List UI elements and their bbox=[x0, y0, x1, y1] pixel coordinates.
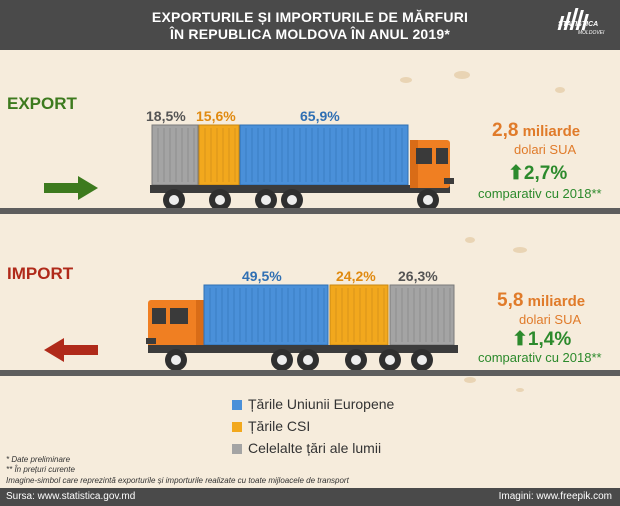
note-preliminary: * Date preliminare bbox=[6, 455, 71, 464]
legend-swatch-other bbox=[232, 444, 242, 454]
export-share-cis: 15,6% bbox=[196, 108, 236, 124]
export-comparison: comparativ cu 2018** bbox=[478, 186, 602, 201]
decorative-pebbles bbox=[400, 71, 565, 392]
legend-label-cis: Țările CSI bbox=[248, 418, 311, 434]
page-title-line2: ÎN REPUBLICA MOLDOVA ÎN ANUL 2019* bbox=[169, 26, 451, 42]
import-growth: ⬆1,4% bbox=[512, 328, 571, 351]
import-amount-value: 5,8 bbox=[497, 290, 524, 311]
import-growth-value: 1,4% bbox=[527, 329, 572, 350]
legend-swatch-eu bbox=[232, 400, 242, 410]
logo-bars-icon bbox=[557, 8, 589, 30]
import-share-eu: 49,5% bbox=[242, 268, 282, 284]
note-current-prices: ** În prețuri curente bbox=[6, 465, 75, 474]
import-amount-unit: miliarde bbox=[527, 293, 586, 310]
import-share-other: 26,3% bbox=[398, 268, 438, 284]
export-label: EXPORT bbox=[7, 94, 77, 113]
export-truck bbox=[150, 124, 454, 211]
export-currency: dolari SUA bbox=[514, 142, 577, 157]
export-amount-unit: miliarde bbox=[522, 123, 581, 140]
legend-label-eu: Țările Uniunii Europene bbox=[248, 396, 395, 412]
import-road bbox=[0, 370, 620, 376]
legend-item-eu: Țările Uniunii Europene bbox=[232, 396, 394, 412]
up-arrow-icon: ⬆ bbox=[508, 163, 524, 184]
import-currency: dolari SUA bbox=[519, 312, 582, 327]
import-share-cis: 24,2% bbox=[336, 268, 376, 284]
footer-images: Imagini: www.freepik.com bbox=[498, 491, 612, 502]
import-truck bbox=[146, 284, 458, 371]
legend-label-other: Celelalte țări ale lumii bbox=[248, 440, 382, 456]
footer-bar: Sursa: www.statistica.gov.md Imagini: ww… bbox=[0, 488, 620, 506]
export-share-other: 18,5% bbox=[146, 108, 186, 124]
footer-source: Sursa: www.statistica.gov.md bbox=[6, 491, 136, 502]
page-title-line1: EXPORTURILE ȘI IMPORTURILE DE MĂRFURI bbox=[151, 9, 469, 25]
import-comparison: comparativ cu 2018** bbox=[478, 350, 602, 365]
logo-text-statistica: STATISTICA bbox=[558, 21, 599, 28]
export-road bbox=[0, 208, 620, 214]
export-share-eu: 65,9% bbox=[300, 108, 340, 124]
import-label: IMPORT bbox=[7, 264, 74, 283]
legend-item-cis: Țările CSI bbox=[232, 418, 310, 434]
export-amount-value: 2,8 bbox=[492, 120, 519, 141]
export-growth-value: 2,7% bbox=[523, 163, 568, 184]
header-bar: EXPORTURILE ȘI IMPORTURILE DE MĂRFURI ÎN… bbox=[0, 0, 620, 50]
statistica-logo: STATISTICA MOLDOVEI bbox=[552, 6, 616, 46]
legend-swatch-cis bbox=[232, 422, 242, 432]
export-arrow-icon bbox=[44, 176, 98, 200]
export-growth: ⬆2,7% bbox=[508, 162, 567, 185]
import-arrow-icon bbox=[44, 338, 98, 362]
export-amount: 2,8 miliarde bbox=[492, 120, 580, 142]
legend-item-other: Celelalte țări ale lumii bbox=[232, 440, 381, 456]
logo-text-moldovei: MOLDOVEI bbox=[578, 30, 605, 36]
up-arrow-icon: ⬆ bbox=[512, 329, 528, 350]
note-symbol-image: Imagine-simbol care reprezintă exporturi… bbox=[6, 476, 349, 485]
import-amount: 5,8 miliarde bbox=[497, 290, 585, 312]
